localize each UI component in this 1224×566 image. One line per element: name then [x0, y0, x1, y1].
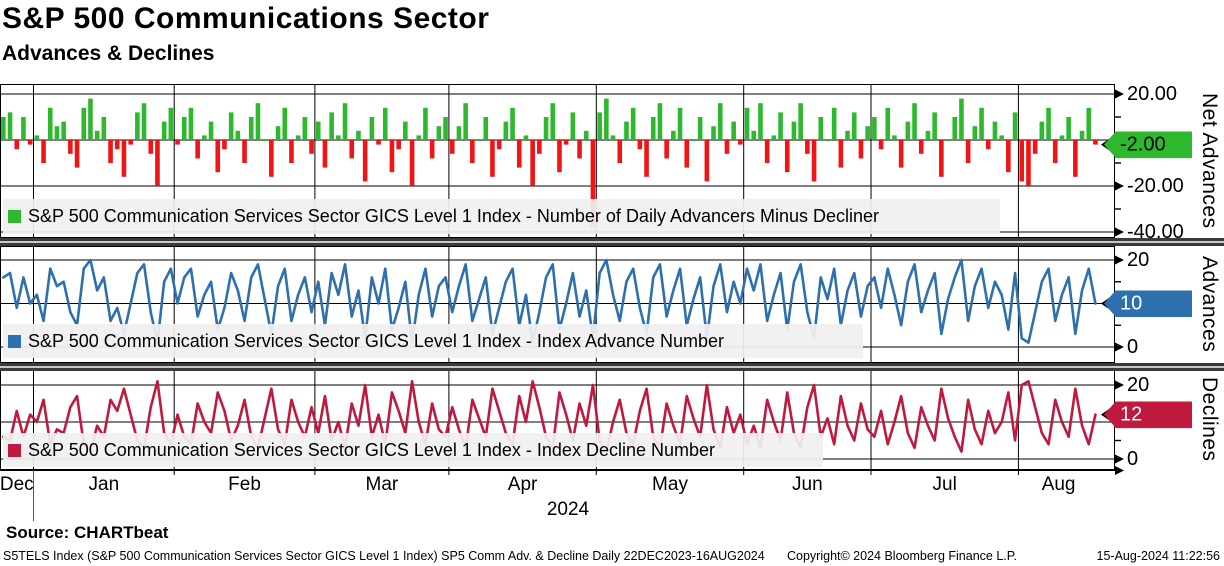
last-value-badge-declines: 12: [1104, 401, 1192, 429]
panel-separator: [0, 363, 1224, 371]
y-tick-label: 20: [1127, 374, 1150, 396]
legend-advances-label: S&P 500 Communication Services Sector GI…: [28, 330, 725, 351]
x-tick-label-apr: Apr: [507, 474, 538, 495]
page-subtitle: Advances & Declines: [2, 42, 215, 65]
y-tick-label: -20.00: [1127, 175, 1184, 197]
footer-datetime: 15-Aug-2024 11:22:56: [1096, 549, 1220, 563]
x-tick-label-dec: Dec: [0, 474, 34, 495]
legend-declines-label: S&P 500 Communication Services Sector GI…: [28, 439, 715, 460]
axis-title-declines: Declines: [1198, 376, 1221, 462]
y-tick-label: -40.00: [1127, 221, 1184, 243]
footer-description: S5TELS Index (S&P 500 Communication Serv…: [3, 549, 765, 563]
green-square-swatch-icon: [8, 210, 21, 223]
x-tick-label-jul: Jul: [932, 474, 957, 495]
last-value-badge-net-advances: -2.00: [1104, 131, 1192, 159]
last-value-badge-advances: 10: [1104, 290, 1192, 317]
legend-declines: S&P 500 Communication Services Sector GI…: [3, 433, 823, 467]
source-label: Source: CHARTbeat: [6, 523, 169, 542]
crimson-square-swatch-icon: [8, 443, 21, 457]
x-tick-label-feb: Feb: [228, 474, 261, 495]
blue-square-swatch-icon: [8, 334, 21, 348]
footer-copyright: Copyright© 2024 Bloomberg Finance L.P.: [787, 549, 1017, 563]
legend-net-advances-label: S&P 500 Communication Services Sector GI…: [28, 206, 880, 226]
page-title: S&P 500 Communications Sector: [2, 2, 490, 35]
x-tick-label-jan: Jan: [88, 474, 120, 495]
y-tick-label: 0: [1127, 336, 1139, 358]
x-tick-label-jun: Jun: [792, 474, 823, 495]
y-tick-label: 0: [1127, 448, 1139, 470]
x-axis-year-label: 2024: [546, 499, 590, 520]
x-tick-label-aug: Aug: [1041, 474, 1076, 495]
axis-title-net-advances: Net Advances: [1198, 93, 1221, 229]
y-tick-label: 20.00: [1127, 83, 1178, 105]
y-tick-label: 20: [1127, 249, 1150, 271]
x-tick-label-may: May: [652, 474, 688, 495]
legend-net-advances: S&P 500 Communication Services Sector GI…: [3, 199, 1000, 234]
panel-separator: [0, 238, 1224, 246]
x-tick-label-mar: Mar: [365, 474, 399, 495]
axis-title-advances: Advances: [1198, 256, 1221, 353]
legend-advances: S&P 500 Communication Services Sector GI…: [3, 324, 863, 358]
